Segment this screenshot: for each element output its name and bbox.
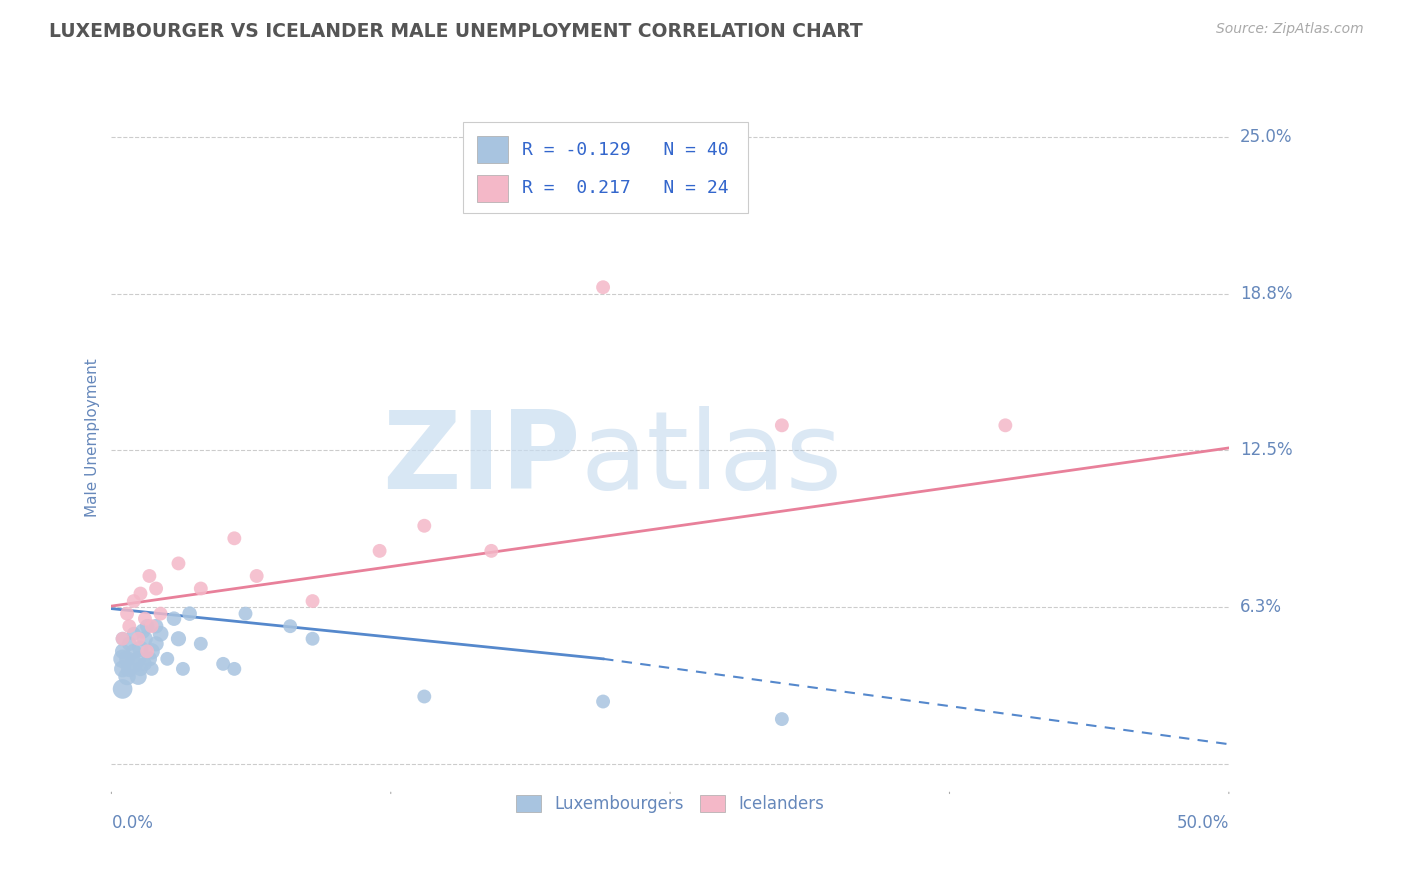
Text: ZIP: ZIP xyxy=(382,406,581,512)
Point xyxy=(115,652,138,666)
Point xyxy=(129,586,152,600)
Point xyxy=(224,531,246,545)
Point xyxy=(122,644,145,658)
Point xyxy=(246,569,269,583)
Point xyxy=(479,544,502,558)
Text: 25.0%: 25.0% xyxy=(1240,128,1292,145)
Point xyxy=(770,418,793,433)
Point xyxy=(156,652,179,666)
Point xyxy=(122,594,145,608)
Point xyxy=(136,619,159,633)
Point xyxy=(111,632,134,646)
Point xyxy=(172,662,194,676)
Text: R = -0.129   N = 40: R = -0.129 N = 40 xyxy=(522,141,728,159)
Point xyxy=(131,624,153,639)
Point xyxy=(725,154,748,169)
Text: R =  0.217   N = 24: R = 0.217 N = 24 xyxy=(522,179,728,197)
Point xyxy=(127,669,149,683)
FancyBboxPatch shape xyxy=(477,175,508,202)
Point xyxy=(145,619,167,633)
Point xyxy=(118,619,141,633)
Legend: Luxembourgers, Icelanders: Luxembourgers, Icelanders xyxy=(509,789,831,820)
Point xyxy=(111,652,134,666)
Point xyxy=(301,594,323,608)
Text: LUXEMBOURGER VS ICELANDER MALE UNEMPLOYMENT CORRELATION CHART: LUXEMBOURGER VS ICELANDER MALE UNEMPLOYM… xyxy=(49,22,863,41)
Point xyxy=(136,644,159,658)
Text: 0.0%: 0.0% xyxy=(111,814,153,832)
Point xyxy=(138,569,160,583)
Point xyxy=(145,637,167,651)
Point xyxy=(134,632,156,646)
Y-axis label: Male Unemployment: Male Unemployment xyxy=(86,359,100,517)
Point xyxy=(122,626,145,640)
Text: 12.5%: 12.5% xyxy=(1240,442,1292,459)
Point xyxy=(224,662,246,676)
Point xyxy=(115,607,138,621)
Point xyxy=(179,607,201,621)
Point xyxy=(134,657,156,671)
Point xyxy=(592,694,614,708)
Point xyxy=(111,681,134,696)
Point xyxy=(111,632,134,646)
Point xyxy=(278,619,301,633)
Point xyxy=(190,637,212,651)
Text: Source: ZipAtlas.com: Source: ZipAtlas.com xyxy=(1216,22,1364,37)
Text: 50.0%: 50.0% xyxy=(1177,814,1229,832)
Point xyxy=(141,662,163,676)
FancyBboxPatch shape xyxy=(464,121,748,213)
Point xyxy=(129,641,152,656)
Point xyxy=(111,644,134,658)
Point xyxy=(145,582,167,596)
Text: atlas: atlas xyxy=(581,406,842,512)
Point xyxy=(115,669,138,683)
Point xyxy=(368,544,391,558)
Point xyxy=(141,644,163,658)
Point xyxy=(301,632,323,646)
Point xyxy=(129,662,152,676)
Point xyxy=(413,518,436,533)
Point xyxy=(127,652,149,666)
Text: 18.8%: 18.8% xyxy=(1240,285,1292,302)
Point xyxy=(122,657,145,671)
Point xyxy=(413,690,436,704)
Point xyxy=(118,637,141,651)
Point xyxy=(994,418,1017,433)
Point xyxy=(163,612,186,626)
Text: 6.3%: 6.3% xyxy=(1240,599,1282,616)
Point xyxy=(592,280,614,294)
Point xyxy=(111,662,134,676)
Point xyxy=(167,632,190,646)
Point xyxy=(141,619,163,633)
Point xyxy=(127,632,149,646)
Point xyxy=(167,557,190,571)
Point xyxy=(212,657,235,671)
FancyBboxPatch shape xyxy=(477,136,508,163)
Point xyxy=(149,626,172,640)
Point xyxy=(770,712,793,726)
Point xyxy=(149,607,172,621)
Point xyxy=(235,607,257,621)
Point xyxy=(134,612,156,626)
Point xyxy=(138,652,160,666)
Point xyxy=(118,662,141,676)
Point xyxy=(190,582,212,596)
